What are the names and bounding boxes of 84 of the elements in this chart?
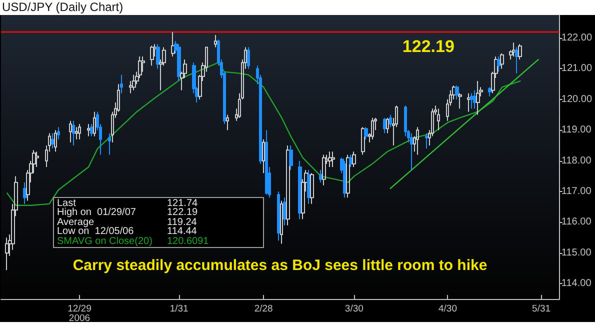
candlestick <box>262 138 265 174</box>
candlestick <box>500 52 504 70</box>
candlestick <box>467 92 471 112</box>
y-tick-label: 116.00 <box>561 216 592 228</box>
x-tick-label: 4/30 <box>438 303 457 314</box>
candlestick <box>132 74 136 91</box>
candlestick <box>171 32 175 57</box>
x-tick-label: 12/29 2006 <box>68 303 92 324</box>
candlestick <box>416 126 419 156</box>
candlestick <box>289 144 293 171</box>
y-tick-label: 119.00 <box>561 124 592 136</box>
candlestick <box>518 44 522 60</box>
candlestick <box>69 120 72 143</box>
candlestick <box>386 117 389 134</box>
candlestick <box>277 191 280 242</box>
candlestick <box>177 44 181 82</box>
candlestick <box>5 237 9 271</box>
y-tick-label: 122.00 <box>561 32 592 44</box>
x-tick-label: 5/31 <box>532 303 551 314</box>
candlestick <box>455 85 459 100</box>
annotation: 119.24 <box>167 216 197 228</box>
ref-line-label: 122.19 <box>402 37 454 56</box>
candlestick <box>515 46 519 74</box>
candlestick <box>283 197 286 226</box>
candlestick <box>150 45 154 66</box>
candlestick <box>93 111 96 137</box>
candlestick <box>328 151 332 168</box>
candlestick <box>389 114 392 128</box>
annotation: Average <box>57 216 96 228</box>
candlestick <box>226 114 229 131</box>
candlestick <box>361 126 365 156</box>
candlestick <box>371 117 374 140</box>
y-tick-label: 114.00 <box>561 278 592 290</box>
y-tick-label: 120.00 <box>561 94 592 105</box>
annotation: Last <box>57 198 76 209</box>
candlestick <box>310 172 314 204</box>
x-tick-label: 2/28 <box>254 303 273 314</box>
candlestick <box>72 120 75 146</box>
candlestick <box>410 132 413 171</box>
candlestick <box>23 182 27 204</box>
candlestick <box>364 126 368 140</box>
annotation: 121.74 <box>167 198 198 209</box>
candlestick <box>120 74 123 94</box>
line-series <box>6 62 521 206</box>
annotation: 122.19 <box>167 207 198 218</box>
candlestick <box>54 130 57 152</box>
candlestick <box>352 151 356 168</box>
annotation: 120.6091 <box>167 236 209 247</box>
y-tick-label: 115.00 <box>561 247 592 258</box>
candlestick <box>87 123 90 137</box>
candlestick <box>497 56 501 72</box>
annotation: 114.44 <box>167 226 197 238</box>
text: SMAVG on Close(20) <box>57 236 152 247</box>
candlestick <box>476 80 480 116</box>
candlestick <box>383 117 386 134</box>
candlestick <box>265 130 268 196</box>
candlestick <box>247 46 250 70</box>
chart-title: USD/JPY (Daily Chart) <box>2 0 124 14</box>
candlestick <box>437 108 440 131</box>
candlestick <box>108 132 111 156</box>
y-tick-label: 118.00 <box>561 155 592 166</box>
candlestick <box>57 126 60 140</box>
candlestick <box>156 44 160 70</box>
annotation: Low on 12/05/06 <box>57 226 134 238</box>
candlestick <box>470 92 474 110</box>
candlestick <box>331 151 335 168</box>
candlestick <box>78 123 81 140</box>
annotation: Carry steadily accumulates as BoJ sees little room to hike <box>72 257 488 274</box>
candlestick <box>322 154 326 186</box>
candlestick <box>280 200 283 244</box>
candlestick <box>458 92 462 110</box>
candlestick <box>75 126 78 140</box>
x-tick-label: 3/30 <box>344 303 364 314</box>
y-tick-label: 117.00 <box>561 186 592 198</box>
candlestick <box>512 42 516 57</box>
y-tick-label: 121.00 <box>561 63 592 74</box>
candlestick <box>346 154 350 198</box>
candlestick <box>51 132 54 150</box>
x-tick-label: 1/31 <box>170 303 188 314</box>
candlestick <box>214 34 217 48</box>
candlestick <box>425 132 428 150</box>
candlestick <box>90 123 93 137</box>
candlestick <box>488 86 492 97</box>
annotation: High on 01/29/07 <box>57 207 137 218</box>
